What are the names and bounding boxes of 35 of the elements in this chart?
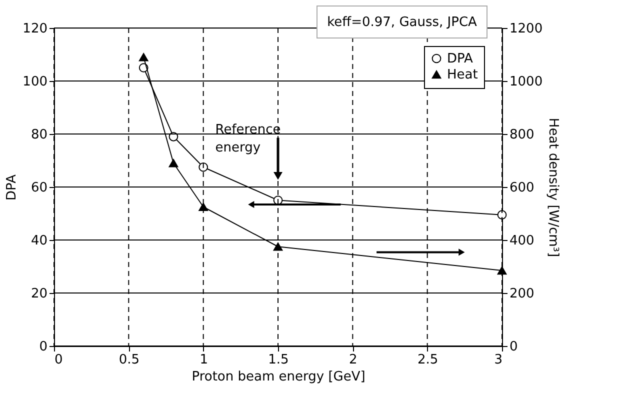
x-tick-label: 1.5 [268, 352, 289, 368]
y-axis-title: DPA [4, 174, 20, 200]
y2-tick-label: 0 [510, 340, 518, 354]
y-tick-label: 100 [22, 74, 48, 90]
point [168, 159, 178, 168]
y-tick-label: 40 [30, 234, 48, 248]
y2-axis-title: Heat density [W/cm³] [546, 118, 561, 258]
y-tick-label: 60 [30, 180, 48, 196]
y-tick-label: 0 [39, 340, 48, 354]
y2-tick-label: 1200 [510, 22, 543, 36]
legend-label: Heat [447, 68, 478, 82]
legend-label: DPA [447, 52, 474, 66]
x-tick-label: 2 [349, 352, 358, 368]
x-axis-title: Proton beam energy [GeV] [192, 370, 366, 384]
x-tick-label: 1 [200, 352, 208, 368]
y2-tick-label: 1000 [510, 74, 543, 90]
x-tick-label: 3 [494, 352, 502, 368]
point [497, 266, 507, 275]
y2-tick-label: 600 [510, 180, 534, 196]
x-tick-label: 0.5 [118, 352, 140, 368]
point [198, 202, 208, 211]
x-tick-label: 2.5 [417, 352, 438, 368]
point [497, 210, 507, 220]
point [138, 53, 148, 62]
y-tick-label: 80 [30, 128, 48, 142]
point [198, 162, 208, 172]
y2-tick-label: 400 [510, 234, 534, 248]
point [273, 242, 283, 251]
x-tick-label: 0 [54, 352, 63, 368]
y-tick-label: 120 [22, 22, 48, 36]
y2-tick-label: 800 [510, 128, 534, 142]
annotation: Reference energy [215, 122, 281, 156]
y2-tick-label: 200 [510, 286, 534, 302]
y-tick-label: 20 [30, 286, 48, 302]
annotation: keff=0.97, Gauss, JPCA [327, 15, 478, 30]
